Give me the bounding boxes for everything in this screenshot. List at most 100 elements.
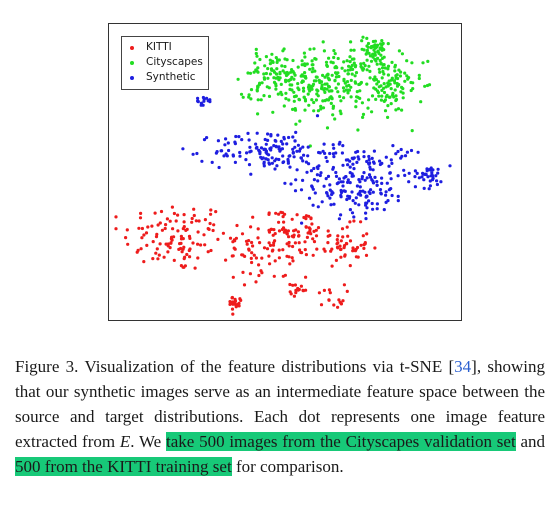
point-synthetic <box>266 132 270 136</box>
point-kitti <box>137 226 141 230</box>
point-synthetic <box>369 188 373 192</box>
point-synthetic <box>396 174 400 178</box>
point-cityscapes <box>256 112 260 116</box>
point-synthetic <box>380 181 384 185</box>
point-cityscapes <box>391 93 395 97</box>
point-synthetic <box>315 114 320 118</box>
point-kitti <box>190 220 194 224</box>
point-synthetic <box>352 215 356 219</box>
point-cityscapes <box>376 90 380 95</box>
point-kitti <box>254 280 258 284</box>
point-kitti <box>373 246 377 250</box>
point-synthetic <box>415 171 419 175</box>
point-cityscapes <box>348 55 352 59</box>
point-cityscapes <box>363 64 367 68</box>
point-synthetic <box>399 147 403 152</box>
point-cityscapes <box>307 103 311 107</box>
point-cityscapes <box>278 72 282 76</box>
point-cityscapes <box>303 63 307 67</box>
point-kitti <box>174 219 178 223</box>
point-kitti <box>279 210 283 214</box>
point-kitti <box>298 248 302 252</box>
point-cityscapes <box>355 90 359 94</box>
point-cityscapes <box>387 79 391 83</box>
point-synthetic <box>259 146 264 150</box>
point-cityscapes <box>426 59 430 64</box>
point-cityscapes <box>296 82 300 86</box>
point-cityscapes <box>283 64 287 69</box>
point-synthetic <box>277 157 281 162</box>
citation-link[interactable]: 34 <box>454 357 472 376</box>
point-cityscapes <box>379 53 383 57</box>
point-cityscapes <box>373 57 377 62</box>
point-kitti <box>234 236 238 240</box>
point-cityscapes <box>341 86 346 90</box>
point-cityscapes <box>348 60 352 64</box>
point-kitti <box>179 241 183 245</box>
point-synthetic <box>420 175 424 179</box>
point-cityscapes <box>330 89 334 93</box>
point-synthetic <box>214 151 218 155</box>
point-cityscapes <box>403 71 407 75</box>
point-cityscapes <box>332 49 336 53</box>
point-synthetic <box>409 148 414 153</box>
point-cityscapes <box>336 82 340 86</box>
point-synthetic <box>413 169 417 173</box>
point-kitti <box>194 219 198 223</box>
point-kitti <box>282 230 286 234</box>
point-synthetic <box>316 179 320 183</box>
point-cityscapes <box>386 67 390 71</box>
point-cityscapes <box>372 77 376 81</box>
point-cityscapes <box>325 64 329 68</box>
point-synthetic <box>372 149 376 153</box>
point-synthetic <box>224 152 228 156</box>
point-cityscapes <box>303 55 307 59</box>
point-kitti <box>307 226 311 230</box>
point-cityscapes <box>282 104 286 108</box>
point-synthetic <box>247 163 252 167</box>
point-synthetic <box>396 199 400 203</box>
point-kitti <box>293 283 297 287</box>
point-cityscapes <box>254 47 258 51</box>
point-cityscapes <box>275 60 279 64</box>
point-synthetic <box>238 154 242 158</box>
point-kitti <box>155 247 159 251</box>
point-kitti <box>273 239 277 243</box>
highlight-cityscapes: take 500 images from the Cityscapes vali… <box>165 432 516 451</box>
point-kitti <box>145 243 149 247</box>
point-cityscapes <box>423 84 427 88</box>
point-cityscapes <box>239 92 244 96</box>
point-kitti <box>348 239 353 243</box>
point-kitti <box>250 251 254 255</box>
point-synthetic <box>273 159 277 163</box>
point-cityscapes <box>380 88 384 92</box>
point-kitti <box>142 260 146 264</box>
point-synthetic <box>305 170 309 174</box>
point-cityscapes <box>310 63 314 67</box>
point-synthetic <box>367 173 372 177</box>
point-kitti <box>169 241 173 245</box>
point-kitti <box>335 238 339 242</box>
point-synthetic <box>332 202 336 206</box>
point-synthetic <box>428 184 432 188</box>
point-cityscapes <box>291 58 295 63</box>
point-synthetic <box>294 178 298 182</box>
point-kitti <box>171 227 175 231</box>
point-cityscapes <box>292 77 296 81</box>
point-synthetic <box>362 171 366 175</box>
point-synthetic <box>367 162 371 166</box>
point-synthetic <box>262 147 266 151</box>
point-cityscapes <box>284 78 288 82</box>
point-synthetic <box>357 178 361 182</box>
point-kitti <box>114 215 118 219</box>
point-cityscapes <box>248 71 253 75</box>
point-cityscapes <box>303 108 307 112</box>
point-kitti <box>304 275 308 279</box>
point-cityscapes <box>347 88 351 92</box>
point-cityscapes <box>339 99 343 103</box>
point-synthetic <box>237 135 241 139</box>
caption-text-3: . We <box>130 432 166 451</box>
point-kitti <box>362 246 366 250</box>
legend: KITTI Cityscapes Synthetic <box>121 36 209 90</box>
point-synthetic <box>319 171 323 175</box>
